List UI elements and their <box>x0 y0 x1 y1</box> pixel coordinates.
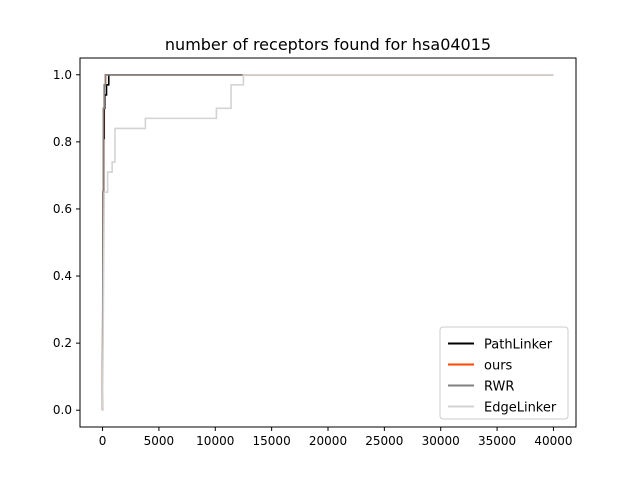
x-tick-label: 10000 <box>196 434 234 448</box>
legend: PathLinker ours RWR EdgeLinker <box>439 326 569 420</box>
series-line-rwr <box>101 73 554 411</box>
y-tick-label: 1.0 <box>53 68 72 82</box>
y-tick-label: 0.0 <box>53 403 72 417</box>
x-tick-label: 0 <box>99 434 107 448</box>
series-layer <box>101 73 554 411</box>
axes-layer: 0 5000 10000 15000 20000 25000 30000 35000 40000… <box>53 57 577 448</box>
x-tick-label: 25000 <box>365 434 403 448</box>
legend-label-ours: ours <box>484 359 513 374</box>
x-tick-label: 5000 <box>144 434 175 448</box>
y-tick-label: 0.2 <box>53 336 72 350</box>
y-tick-label: 0.4 <box>53 269 72 283</box>
chart-title: number of receptors found for hsa04015 <box>165 35 491 54</box>
y-tick-label: 0.8 <box>53 135 72 149</box>
legend-box <box>439 326 569 420</box>
series-line-edgelinker <box>101 73 554 411</box>
x-tick-label: 35000 <box>478 434 516 448</box>
legend-label-rwr: RWR <box>484 380 514 395</box>
y-tick-label: 0.6 <box>53 202 72 216</box>
x-tick-label: 40000 <box>534 434 572 448</box>
legend-label-edgelinker: EdgeLinker <box>484 401 557 416</box>
x-tick-label: 30000 <box>422 434 460 448</box>
x-tick-label: 20000 <box>309 434 347 448</box>
x-tick-label: 15000 <box>253 434 291 448</box>
legend-label-pathlinker: PathLinker <box>484 338 553 353</box>
